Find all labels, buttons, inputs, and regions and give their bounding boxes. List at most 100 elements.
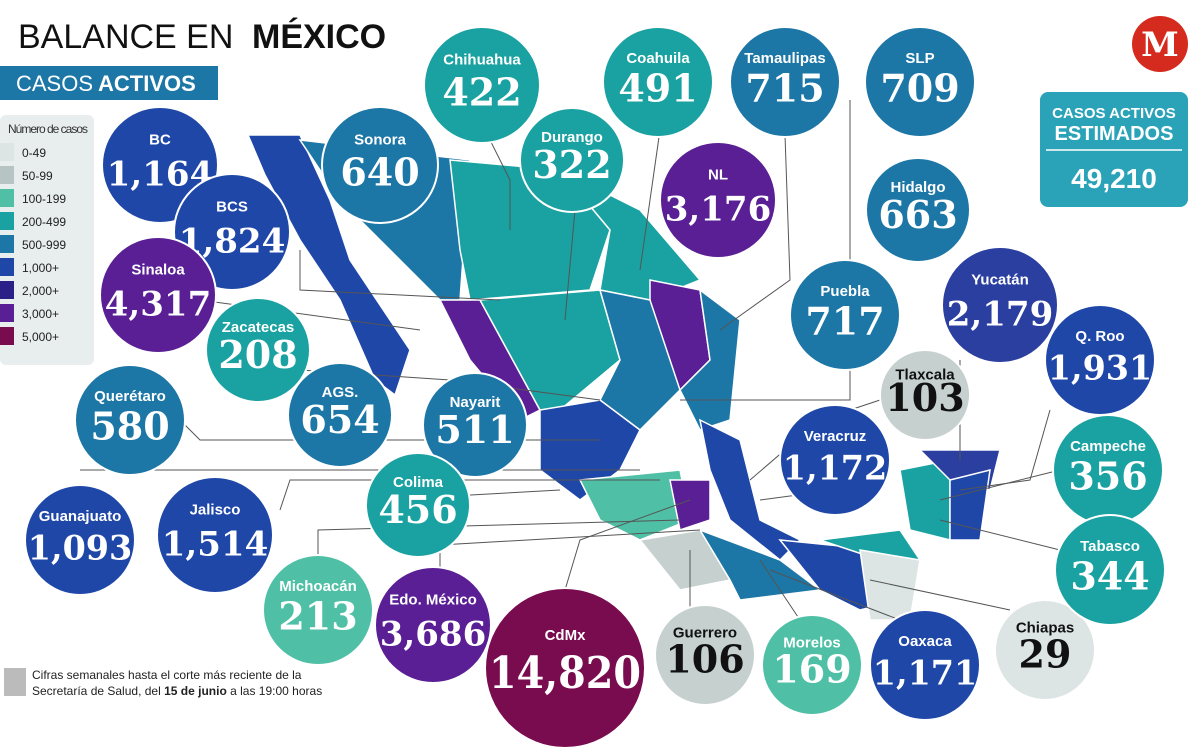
legend-swatch <box>0 235 14 253</box>
state-bubble <box>654 604 756 706</box>
state-bubble <box>994 599 1096 701</box>
state-name: Chiapas <box>1016 620 1074 637</box>
state-bubble <box>761 614 863 716</box>
state-name: Guanajuato <box>39 508 122 525</box>
legend-label: 0-49 <box>22 146 46 160</box>
state-name: Sonora <box>354 132 406 149</box>
state-bubble <box>287 362 393 468</box>
legend-swatch <box>0 189 14 207</box>
state-name: AGS. <box>322 384 359 401</box>
state-value: 103 <box>885 375 964 420</box>
state-name: Tabasco <box>1080 538 1140 555</box>
state-name: Durango <box>541 129 603 146</box>
subtitle-bold: ACTIVOS <box>98 71 196 96</box>
legend-swatch <box>0 143 14 161</box>
state-name: Sinaloa <box>131 262 185 279</box>
state-value: 106 <box>665 637 744 682</box>
state-bubble <box>659 141 777 259</box>
state-name: Tlaxcala <box>895 366 955 383</box>
state-bubble <box>864 26 976 138</box>
state-name: Zacatecas <box>222 319 295 336</box>
state-name: Hidalgo <box>891 179 946 196</box>
logo <box>1132 16 1188 72</box>
state-bubble <box>374 566 492 684</box>
total-label: CASOS ACTIVOS <box>1052 105 1176 122</box>
legend-label: 3,000+ <box>22 307 59 321</box>
state-name: Morelos <box>783 635 841 652</box>
footnote-part: a las 19:00 horas <box>230 684 322 698</box>
title: BALANCE EN <box>18 18 233 56</box>
state-bubble <box>869 609 981 721</box>
state-name: Veracruz <box>804 428 867 445</box>
state-value: 4,317 <box>105 284 211 324</box>
legend-label: 5,000+ <box>22 330 59 344</box>
state-name: Michoacán <box>279 578 357 595</box>
state-bubble <box>262 554 374 666</box>
legend-label: 500-999 <box>22 238 66 252</box>
footnote-part: Secretaría de Salud, del <box>32 684 161 698</box>
logo-letter: M <box>1141 25 1179 65</box>
state-name: Colima <box>393 474 444 491</box>
state-name: NL <box>708 167 728 184</box>
state-name: Jalisco <box>190 502 241 519</box>
state-value: 1,093 <box>28 528 133 568</box>
state-value: 1,931 <box>1048 348 1153 388</box>
state-value: 344 <box>1070 553 1149 598</box>
state-bubble <box>365 452 471 558</box>
total-value: 49,210 <box>1071 163 1157 194</box>
state-value: 2,179 <box>947 294 1053 334</box>
footnote-marker <box>4 668 26 696</box>
legend-swatch <box>0 212 14 230</box>
state-bubble <box>24 484 136 596</box>
state-value: 1,171 <box>873 653 978 693</box>
state-name: CdMx <box>545 627 586 644</box>
state-value: 169 <box>772 647 851 692</box>
total-label: ESTIMADOS <box>1055 123 1174 145</box>
state-name: Chihuahua <box>443 52 521 69</box>
footnote: Cifras semanales hasta el corte más reci… <box>32 668 302 682</box>
state-bubble <box>729 26 841 138</box>
state-value: 422 <box>442 69 521 114</box>
footnote: Secretaría de Salud, del 15 de junio a l… <box>32 684 322 698</box>
state-value: 356 <box>1068 453 1147 498</box>
state-bubble <box>779 404 891 516</box>
state-bubble <box>602 26 714 138</box>
state-value: 1,172 <box>783 448 888 488</box>
subtitle-bg <box>0 66 218 100</box>
state-bubble <box>74 364 186 476</box>
state-bubble <box>519 107 625 213</box>
legend-label: 200-499 <box>22 215 66 229</box>
state-bubble <box>484 587 646 747</box>
state-bubble <box>879 349 971 441</box>
state-value: 580 <box>90 403 169 448</box>
legend-swatch <box>0 304 14 322</box>
state-name: Puebla <box>820 283 870 300</box>
legend-label: 100-199 <box>22 192 66 206</box>
state-value: 511 <box>435 407 514 452</box>
state-bubble <box>865 157 971 263</box>
legend: 0-49 50-99 100-199 200-499 500-999 1,000+ 2,00… <box>0 143 66 345</box>
state-bubble <box>156 476 274 594</box>
state-name: BCS <box>216 199 248 216</box>
state-bubble <box>321 106 439 224</box>
state-name: Yucatán <box>971 272 1029 289</box>
state-bubble <box>422 372 528 478</box>
legend-swatch <box>0 166 14 184</box>
state-name: Coahuila <box>626 50 690 67</box>
legend-swatch <box>0 258 14 276</box>
footnote-date: 15 de junio <box>164 684 227 698</box>
legend-swatch <box>0 281 14 299</box>
state-name: Q. Roo <box>1075 328 1124 345</box>
legend-title: Número de casos <box>8 122 88 136</box>
legend-swatch <box>0 327 14 345</box>
subtitle: CASOS <box>16 71 93 96</box>
state-name: Oaxaca <box>898 633 952 650</box>
state-value: 640 <box>340 149 419 194</box>
state-name: Tamaulipas <box>744 50 825 67</box>
state-bubble <box>99 236 217 354</box>
state-name: Campeche <box>1070 438 1146 455</box>
state-value: 663 <box>878 192 957 237</box>
state-name: BC <box>149 132 171 149</box>
state-value: 715 <box>745 65 824 110</box>
